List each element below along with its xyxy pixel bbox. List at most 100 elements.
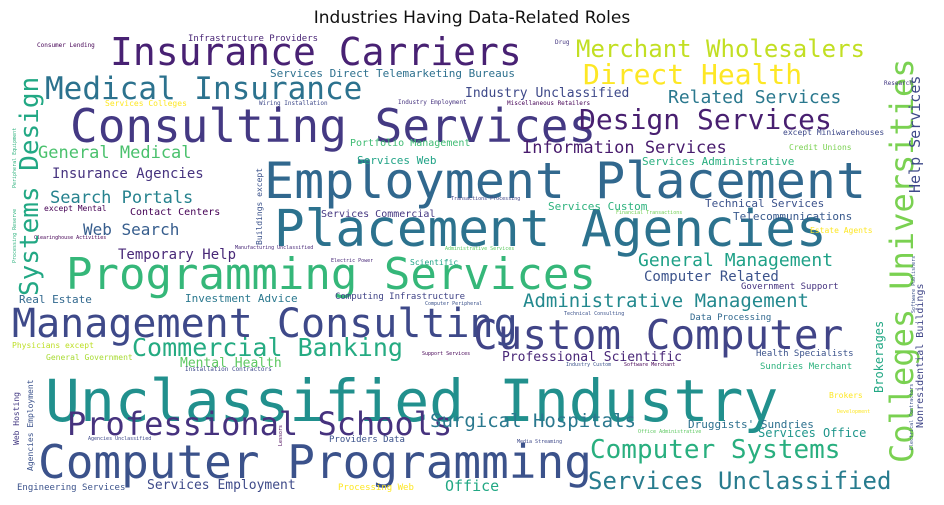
word-design-services: Design Services bbox=[579, 103, 832, 136]
word-industry-employment: Industry Employment bbox=[398, 99, 467, 106]
word-electric-power: Electric Power bbox=[331, 258, 373, 264]
word-professional-scientific: Professional Scientific bbox=[502, 350, 682, 365]
word-employment-placement: Employment Placement bbox=[264, 152, 866, 210]
word-technical-services: Technical Services bbox=[705, 197, 824, 210]
word-services-administrative: Services Administrative bbox=[642, 155, 794, 168]
word-temporary-help: Temporary Help bbox=[118, 247, 236, 263]
word-computer-peripheral: Computer Peripheral bbox=[425, 301, 482, 307]
word-services-commercial: Services Commercial bbox=[321, 209, 435, 220]
word-placement-agencies: Placement Agencies bbox=[274, 200, 827, 259]
word-contact-centers: Contact Centers bbox=[130, 207, 220, 218]
word-professional-schools: Professional Schools bbox=[67, 405, 452, 443]
word-research: Research bbox=[884, 80, 913, 87]
word-investment-advice: Investment Advice bbox=[185, 292, 298, 305]
word-nonresidential-buildings: Nonresidential Buildings bbox=[915, 284, 926, 429]
word-transactions-processing: Transactions Processing bbox=[451, 196, 520, 202]
word-agencies-unclassified: Agencies Unclassified bbox=[88, 436, 151, 442]
word-drug: Drug bbox=[555, 39, 570, 46]
word-brokerages: Brokerages bbox=[872, 321, 886, 393]
word-software-merchant: Software Merchant bbox=[624, 362, 675, 368]
word-processing-web: Processing Web bbox=[338, 483, 414, 493]
word-related-services: Related Services bbox=[668, 87, 841, 108]
word-services-employment: Services Employment bbox=[147, 478, 296, 493]
word-telecommunications: Telecommunications bbox=[733, 210, 852, 223]
word-except-mental: except Mental bbox=[44, 204, 107, 213]
word-office-administrative: Office Administrative bbox=[638, 429, 701, 435]
word-development: Development bbox=[837, 409, 870, 415]
word-office: Office bbox=[445, 477, 499, 495]
word-brokers: Brokers bbox=[829, 391, 863, 400]
chart-title: Industries Having Data-Related Roles bbox=[313, 8, 631, 28]
word-web-hosting: Web Hosting bbox=[12, 392, 21, 445]
word-computing-infrastructure: Computing Infrastructure bbox=[335, 292, 465, 302]
word-search-portals: Search Portals bbox=[50, 188, 193, 208]
word-scientific: Scientific bbox=[410, 258, 458, 267]
word-data-processing: Data Processing bbox=[690, 313, 771, 323]
word-clearinghouse-activities: Clearinghouse Activities bbox=[34, 235, 106, 241]
word-technical-consulting: Technical Consulting bbox=[564, 311, 624, 317]
word-computer-programming: Computer Programming bbox=[38, 435, 592, 489]
word-colleges-universities: Colleges Universities bbox=[883, 58, 921, 463]
word-consumer-lending: Consumer Lending bbox=[37, 42, 95, 49]
word-peripheral-equipment: Peripheral Equipment bbox=[12, 128, 18, 188]
word-health-specialists: Health Specialists bbox=[756, 349, 854, 359]
word-portfolio-management: Portfolio Management bbox=[350, 138, 470, 149]
word-computer-related: Computer Related bbox=[644, 269, 779, 285]
word-druggists-sundries: Druggists' Sundries bbox=[688, 418, 814, 431]
word-systems-design: Systems Design bbox=[15, 77, 45, 296]
word-software-publishers: Software Publishers bbox=[911, 256, 917, 313]
word-general-medical: General Medical bbox=[38, 143, 192, 163]
word-wiring-installation: Wiring Installation bbox=[259, 100, 328, 107]
word-medical-insurance: Medical Insurance bbox=[45, 71, 362, 107]
word-miscellaneous-retailers: Miscellaneous Retailers bbox=[507, 100, 590, 107]
word-services-unclassified: Services Unclassified bbox=[588, 467, 891, 495]
word-management-consulting: Management Consulting bbox=[12, 301, 518, 347]
word-commercial-banking: Commercial Banking bbox=[132, 333, 403, 362]
word-lessors: Lessors bbox=[278, 425, 284, 446]
word-engineering-services: Engineering Services bbox=[17, 483, 125, 493]
word-manufacturing-unclassified: Manufacturing Unclassified bbox=[235, 245, 313, 251]
word-providers-data: Providers Data bbox=[329, 435, 405, 445]
word-unclassified-industry: Unclassified Industry bbox=[45, 367, 778, 435]
word-administrative-management: Administrative Management bbox=[523, 290, 809, 312]
word-estate-agents: Estate Agents bbox=[810, 226, 873, 235]
word-surgical-hospitals: Surgical Hospitals bbox=[430, 410, 636, 432]
word-general-management: General Management bbox=[638, 250, 833, 271]
word-services-direct-telemarketing-bureaus: Services Direct Telemarketing Bureaus bbox=[270, 67, 515, 80]
word-services-custom: Services Custom bbox=[548, 200, 648, 213]
word-web-search: Web Search bbox=[83, 220, 179, 239]
word-help-services: Help Services bbox=[906, 76, 924, 193]
word-merchant-wholesalers: Merchant Wholesalers bbox=[576, 35, 865, 63]
word-credit-unions: Credit Unions bbox=[789, 143, 852, 152]
word-physicians-except: Physicians except bbox=[12, 341, 94, 350]
word-information-services: Information Services bbox=[522, 138, 727, 158]
word-sundries-merchant: Sundries Merchant bbox=[760, 362, 852, 372]
word-administrative-services: Administrative Services bbox=[445, 246, 514, 252]
word-electrical-contractors: Electrical Contractors bbox=[909, 384, 915, 450]
word-general-government: General Government bbox=[46, 353, 133, 362]
word-infrastructure-providers: Infrastructure Providers bbox=[188, 34, 318, 44]
word-industry-custom: Industry Custom bbox=[566, 362, 611, 368]
word-industry-unclassified: Industry Unclassified bbox=[465, 86, 629, 101]
word-consulting-services: Consulting Services bbox=[70, 99, 596, 153]
word-media-streaming: Media Streaming bbox=[517, 439, 562, 445]
word-programming-services: Programming Services bbox=[66, 249, 596, 300]
word-real-estate: Real Estate bbox=[19, 293, 92, 306]
word-agencies-employment: Agencies Employment bbox=[26, 379, 35, 471]
word-except-miniwarehouses: except Miniwarehouses bbox=[783, 128, 884, 137]
word-services-colleges: Services Colleges bbox=[105, 99, 187, 108]
word-computer-systems: Computer Systems bbox=[590, 435, 840, 465]
word-support-services: Support Services bbox=[422, 351, 470, 357]
word-mental-health: Mental Health bbox=[180, 356, 282, 371]
word-services-office: Services Office bbox=[758, 426, 866, 440]
word-processing-reserve: Processing Reserve bbox=[12, 209, 18, 263]
word-buildings-except: Buildings except bbox=[255, 168, 264, 245]
word-government-support: Government Support bbox=[741, 282, 839, 292]
word-insurance-agencies: Insurance Agencies bbox=[52, 166, 204, 182]
word-installation-contractors: Installation Contractors bbox=[185, 366, 272, 373]
word-insurance-carriers: Insurance Carriers bbox=[110, 33, 522, 74]
word-direct-health: Direct Health bbox=[583, 58, 802, 91]
word-custom-computer: Custom Computer bbox=[473, 311, 843, 359]
